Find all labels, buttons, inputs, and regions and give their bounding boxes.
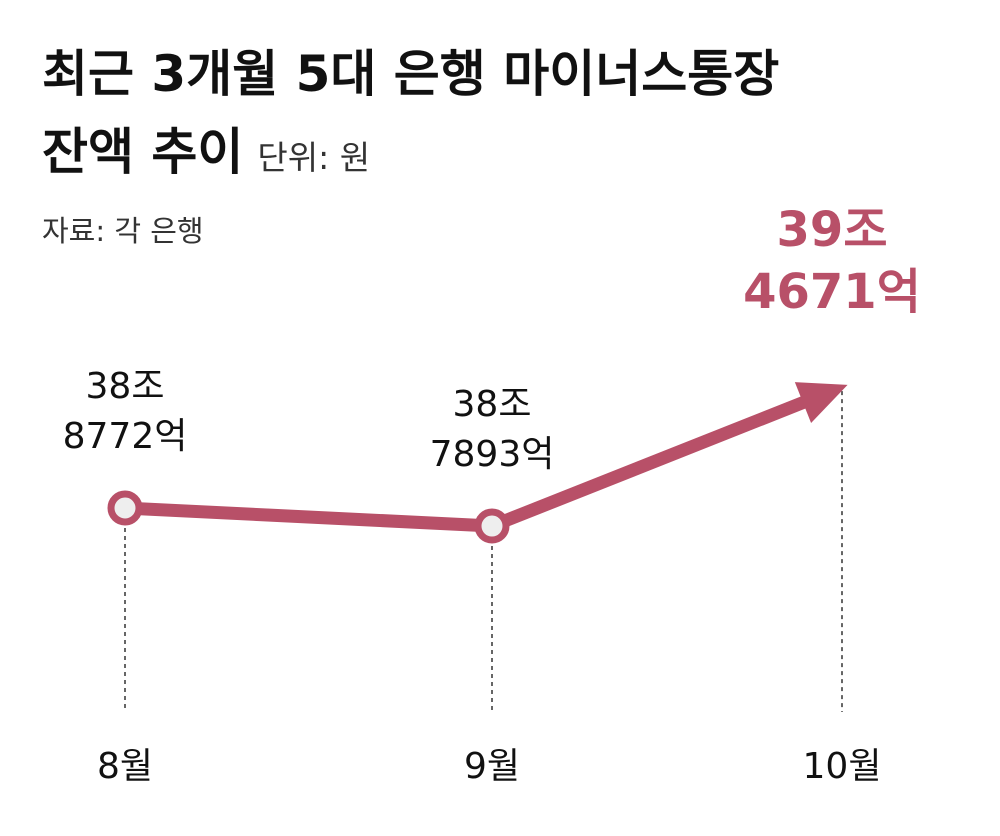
chart-title-text: 잔액 추이 bbox=[42, 123, 244, 181]
chart-title-line-1: 최근 3개월 5대 은행 마이너스통장 bbox=[42, 45, 780, 103]
data-point-1 bbox=[107, 490, 143, 526]
x-axis: 8월 9월 10월 bbox=[97, 746, 881, 787]
series-segment-1 bbox=[124, 501, 493, 533]
x-tick-label-1: 8월 bbox=[97, 746, 153, 787]
unit-label: 단위: 원 bbox=[257, 138, 371, 177]
x-tick-label-2: 9월 bbox=[464, 746, 520, 787]
source-note: 자료: 각 은행 bbox=[42, 214, 204, 248]
series-segment-2 bbox=[489, 393, 813, 533]
data-label-2: 38조 7893억 bbox=[430, 384, 555, 475]
data-label-1: 38조 8772억 bbox=[63, 366, 188, 457]
x-tick-label-3: 10월 bbox=[803, 746, 882, 787]
arrowhead-marker bbox=[794, 382, 848, 424]
guide-lines bbox=[124, 391, 843, 712]
data-label-group: 38조 8772억 38조 7893억 39조 4671억 bbox=[63, 202, 921, 475]
data-label-3: 39조 4671억 bbox=[743, 202, 921, 320]
chart-title-line-2: 잔액 추이 단위: 원 bbox=[42, 122, 370, 188]
data-point-2 bbox=[474, 508, 510, 544]
series-line-group bbox=[124, 382, 848, 533]
marker-group bbox=[107, 490, 510, 544]
